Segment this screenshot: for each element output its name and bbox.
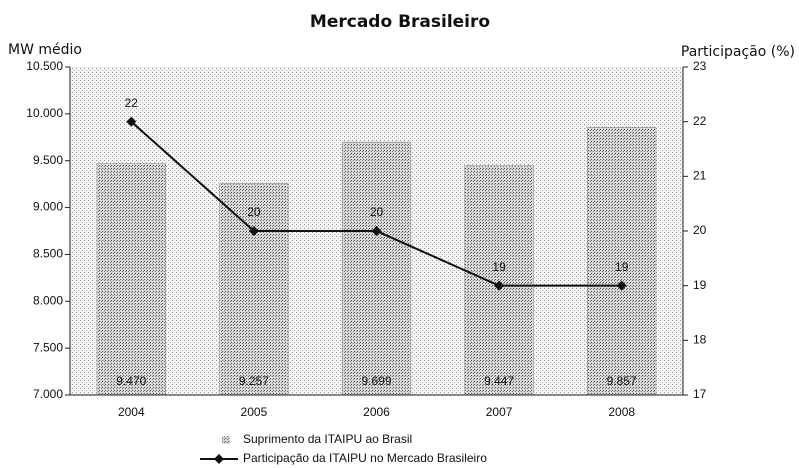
bar-value-label: 9.470 (116, 374, 146, 388)
line-marker (616, 280, 627, 291)
line-marker (371, 226, 382, 236)
bar (464, 165, 534, 396)
x-tick-label: 2008 (608, 405, 635, 419)
bar-value-label: 9.257 (239, 374, 269, 388)
y2-tick-label: 21 (693, 169, 707, 183)
legend-label: Suprimento da ITAIPU ao Brasil (243, 432, 412, 446)
y2-tick-label: 23 (693, 59, 707, 73)
legend-marker (214, 454, 224, 464)
y-tick-label: 8.500 (33, 247, 63, 261)
line-value-label: 20 (370, 205, 384, 219)
line-value-label: 19 (492, 260, 506, 274)
y2-axis-title: Participação (%) (681, 44, 795, 60)
y-tick-label: 7.000 (33, 387, 63, 401)
y-tick-label: 7.500 (33, 340, 63, 354)
line-marker (248, 226, 259, 236)
y-tick-label: 9.500 (33, 153, 63, 167)
y2-tick-label: 18 (693, 333, 707, 347)
y-tick-label: 9.000 (33, 200, 63, 214)
bar-value-label: 9.699 (361, 374, 391, 388)
chart-title: Mercado Brasileiro (310, 12, 490, 32)
legend-swatch (222, 436, 230, 444)
legend-label: Participação da ITAIPU no Mercado Brasil… (243, 451, 487, 465)
bar (96, 163, 166, 396)
line-value-label: 20 (247, 205, 261, 219)
y-tick-label: 10.000 (26, 106, 63, 120)
y2-tick-label: 22 (693, 114, 707, 128)
y-axis-title: MW médio (8, 42, 82, 58)
x-tick-label: 2005 (241, 405, 268, 419)
line-value-label: 22 (125, 96, 139, 110)
y-tick-label: 8.000 (33, 293, 63, 307)
x-tick-label: 2006 (363, 405, 390, 419)
y2-tick-label: 20 (693, 223, 707, 237)
line-marker (494, 280, 505, 291)
line-value-label: 19 (615, 260, 629, 274)
bar (341, 141, 412, 396)
bar-value-label: 9.447 (484, 374, 514, 388)
y2-tick-label: 19 (693, 278, 707, 292)
y-tick-label: 10.500 (26, 59, 63, 73)
bar (587, 127, 657, 396)
x-tick-label: 2007 (486, 405, 513, 419)
y2-tick-label: 17 (693, 387, 707, 401)
x-tick-label: 2004 (118, 405, 145, 419)
bar (219, 183, 289, 396)
bar-value-label: 9.857 (607, 374, 637, 388)
line-marker (126, 116, 137, 127)
